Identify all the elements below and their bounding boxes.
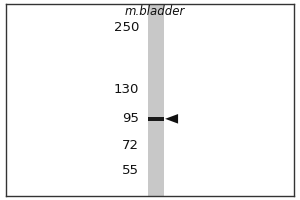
Text: m.bladder: m.bladder bbox=[125, 5, 185, 18]
Text: 250: 250 bbox=[114, 21, 139, 34]
Text: 55: 55 bbox=[122, 164, 139, 177]
Bar bbox=[148, 4, 164, 196]
Bar bbox=[148, 117, 164, 121]
Text: 130: 130 bbox=[114, 83, 139, 96]
Polygon shape bbox=[165, 114, 178, 124]
Text: 95: 95 bbox=[122, 112, 139, 125]
Text: 72: 72 bbox=[122, 139, 139, 152]
